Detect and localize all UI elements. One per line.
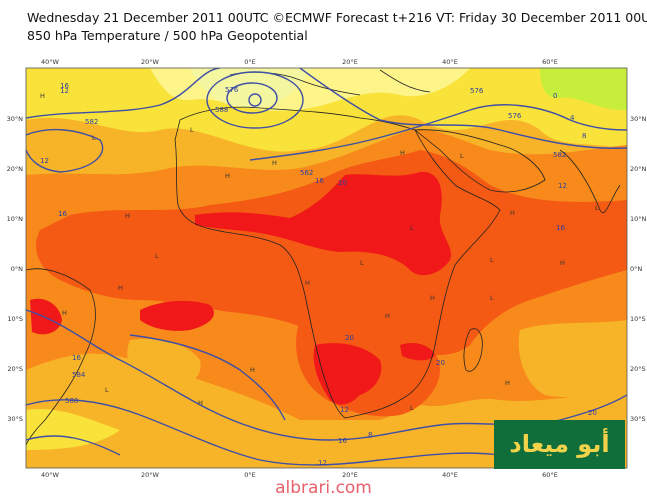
pressure-mark: H [385, 312, 390, 320]
contour-label: 20 [338, 179, 347, 187]
temperature-field [26, 68, 627, 468]
lat-tick-label: 10°S [630, 315, 646, 323]
lon-tick-label: 40°E [442, 58, 458, 66]
pressure-mark: H [430, 294, 435, 302]
lon-tick-label: 20°E [342, 58, 358, 66]
contour-label: 16 [58, 210, 67, 218]
lon-tick-label: 20°E [342, 471, 358, 479]
lat-tick-label: 30°N [630, 115, 647, 123]
contour-label: 16 [60, 82, 69, 90]
contour-label: 20 [345, 334, 354, 342]
contour-label: 12 [318, 459, 327, 467]
watermark-logo: أبو ميعاد [494, 420, 625, 469]
watermark-url: albrari.com [275, 478, 372, 498]
contour-label: 12 [558, 182, 567, 190]
contour-label: 582 [85, 118, 98, 126]
lat-tick-label: 20°S [7, 365, 23, 373]
contour-label: 588 [215, 106, 228, 114]
lon-tick-label: 0°E [244, 58, 256, 66]
lat-tick-label: 20°S [630, 365, 646, 373]
lat-tick-label: 30°S [7, 415, 23, 423]
latitude-labels-right: 30°N 20°N 10°N 0°N 10°S 20°S 30°S [630, 115, 647, 423]
contour-label: 20 [588, 409, 597, 417]
pressure-mark: L [410, 224, 414, 232]
contour-label: 8 [582, 132, 586, 140]
pressure-mark: L [460, 152, 464, 160]
contour-label: 584 [72, 371, 86, 379]
lat-tick-label: 20°N [7, 165, 24, 173]
pressure-marks: H L H H H L L H L H L H L H H L H H L H … [40, 92, 599, 412]
contour-label: 16 [315, 177, 324, 185]
lat-tick-label: 10°S [7, 315, 23, 323]
lon-tick-label: 0°E [244, 471, 256, 479]
pressure-mark: H [40, 92, 45, 100]
pressure-mark: L [105, 386, 109, 394]
contour-value-labels: 576 588 576 12 582 12 562 16 20 16 4 0 5… [40, 82, 597, 467]
pressure-mark: H [198, 399, 203, 407]
pressure-mark: H [225, 172, 230, 180]
pressure-mark: H [560, 259, 565, 267]
lon-tick-label: 40°E [442, 471, 458, 479]
lon-tick-label: 60°E [542, 471, 558, 479]
longitude-labels-bottom: 40°W 20°W 0°E 20°E 40°E 60°E [41, 471, 558, 479]
lat-tick-label: 10°N [630, 215, 647, 223]
pressure-mark: L [490, 256, 494, 264]
pressure-mark: H [505, 379, 510, 387]
lat-tick-label: 10°N [7, 215, 24, 223]
pressure-mark: L [490, 294, 494, 302]
pressure-mark: H [62, 309, 67, 317]
pressure-mark: L [360, 259, 364, 267]
contour-label: 588 [65, 397, 78, 405]
pressure-mark: H [510, 209, 515, 217]
contour-label: 4 [570, 114, 575, 122]
contour-label: 8 [368, 431, 372, 439]
watermark-logo-text: أبو ميعاد [509, 430, 610, 458]
longitude-labels-top: 40°W 20°W 0°E 20°E 40°E 60°E [41, 58, 558, 66]
contour-label: 12 [340, 406, 349, 414]
latitude-labels-left: 30°N 20°N 10°N 0°N 10°S 20°S 30°S [7, 115, 24, 423]
map-border [25, 67, 628, 469]
contour-label: 16 [72, 354, 81, 362]
pressure-mark: H [250, 366, 255, 374]
contour-label: 12 [40, 157, 49, 165]
pressure-mark: H [125, 212, 130, 220]
pressure-mark: L [595, 204, 599, 212]
lat-tick-label: 30°S [630, 415, 646, 423]
pressure-mark: L [410, 404, 414, 412]
contour-label: 576 [508, 112, 522, 120]
contour-label: 16 [556, 224, 565, 232]
contour-label: 12 [60, 87, 69, 95]
lon-tick-label: 20°W [141, 471, 160, 479]
lat-tick-label: 30°N [7, 115, 24, 123]
pressure-mark: L [190, 126, 194, 134]
contour-label: 16 [338, 437, 347, 445]
lon-tick-label: 60°E [542, 58, 558, 66]
pressure-mark: H [400, 149, 405, 157]
contour-label: 576 [225, 86, 239, 94]
pressure-mark: L [92, 134, 96, 142]
contour-label: 562 [300, 169, 313, 177]
lon-tick-label: 20°W [141, 58, 160, 66]
pressure-mark: H [118, 284, 123, 292]
lat-tick-label: 0°N [11, 265, 23, 273]
contour-label: 576 [470, 87, 484, 95]
contour-label: 0 [553, 92, 557, 100]
pressure-mark: L [155, 252, 159, 260]
lat-tick-label: 20°N [630, 165, 647, 173]
map-title: Wednesday 21 December 2011 00UTC ©ECMWF … [27, 10, 647, 25]
lat-tick-label: 0°N [630, 265, 642, 273]
pressure-mark: H [272, 159, 277, 167]
pressure-mark: H [305, 279, 310, 287]
contour-label: 582 [553, 151, 566, 159]
contour-label: 20 [436, 359, 445, 367]
lon-tick-label: 40°W [41, 471, 60, 479]
lon-tick-label: 40°W [41, 58, 60, 66]
map-subtitle: 850 hPa Temperature / 500 hPa Geopotenti… [27, 28, 308, 43]
